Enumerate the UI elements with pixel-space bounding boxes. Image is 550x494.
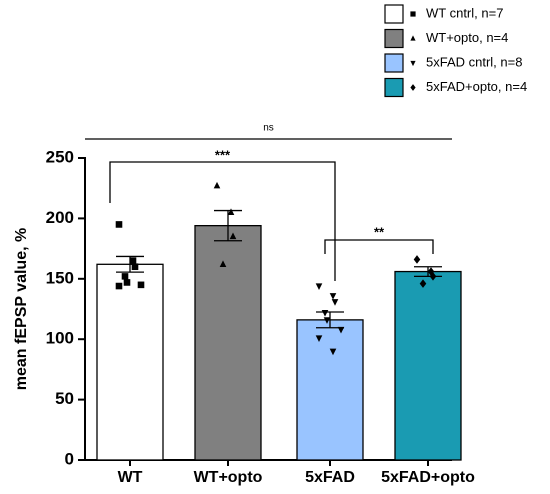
legend-label: 5xFAD cntrl, n=8 bbox=[426, 54, 522, 69]
marker bbox=[337, 326, 345, 334]
marker bbox=[419, 279, 427, 288]
marker bbox=[123, 279, 131, 286]
marker bbox=[137, 281, 145, 289]
marker bbox=[323, 317, 331, 324]
legend-swatch bbox=[384, 77, 404, 98]
legend-label: 5xFAD+opto, n=4 bbox=[426, 79, 527, 94]
marker bbox=[219, 260, 227, 267]
y-tick-label: 50 bbox=[55, 389, 74, 408]
bar bbox=[394, 270, 462, 461]
marker bbox=[413, 255, 421, 264]
marker bbox=[115, 221, 123, 228]
x-tick-label: WT bbox=[118, 469, 143, 486]
y-tick-label: 250 bbox=[46, 147, 74, 166]
error-bar bbox=[214, 209, 242, 242]
legend-swatch bbox=[384, 28, 404, 49]
legend-label: WT+opto, n=4 bbox=[426, 30, 508, 45]
significance-bracket bbox=[109, 161, 336, 281]
marker bbox=[229, 232, 237, 240]
marker bbox=[121, 273, 129, 280]
bar bbox=[96, 263, 164, 461]
legend-label: WT cntrl, n=7 bbox=[426, 5, 503, 20]
marker bbox=[427, 267, 435, 276]
marker bbox=[329, 293, 337, 300]
bar bbox=[194, 224, 262, 461]
marker bbox=[115, 282, 123, 290]
legend-swatch bbox=[384, 53, 404, 73]
x-tick-label: 5xFAD+opto bbox=[381, 469, 475, 486]
significance-label: *** bbox=[215, 147, 231, 162]
marker bbox=[227, 208, 235, 215]
x-tick-label: WT+opto bbox=[194, 469, 263, 486]
marker bbox=[129, 257, 137, 264]
marker bbox=[429, 272, 437, 281]
significance-bracket bbox=[324, 239, 434, 254]
marker bbox=[410, 84, 416, 91]
x-tick-label: 5xFAD bbox=[305, 469, 355, 486]
y-tick-label: 150 bbox=[46, 268, 74, 287]
y-tick-label: 200 bbox=[46, 208, 74, 227]
marker bbox=[315, 283, 323, 291]
marker bbox=[131, 263, 139, 271]
marker bbox=[410, 11, 416, 17]
y-tick-label: 100 bbox=[46, 329, 74, 348]
marker bbox=[315, 335, 323, 342]
marker bbox=[321, 309, 329, 317]
marker bbox=[410, 60, 416, 67]
y-axis-label: mean fEPSP value, % bbox=[13, 228, 30, 390]
marker bbox=[410, 35, 416, 41]
y-tick-label: 0 bbox=[65, 449, 74, 468]
marker bbox=[329, 348, 337, 356]
bar bbox=[296, 319, 364, 461]
marker bbox=[213, 181, 221, 189]
significance-label: ns bbox=[263, 123, 274, 134]
legend-swatch bbox=[384, 4, 404, 24]
marker bbox=[331, 299, 339, 306]
significance-label: ** bbox=[374, 224, 385, 239]
